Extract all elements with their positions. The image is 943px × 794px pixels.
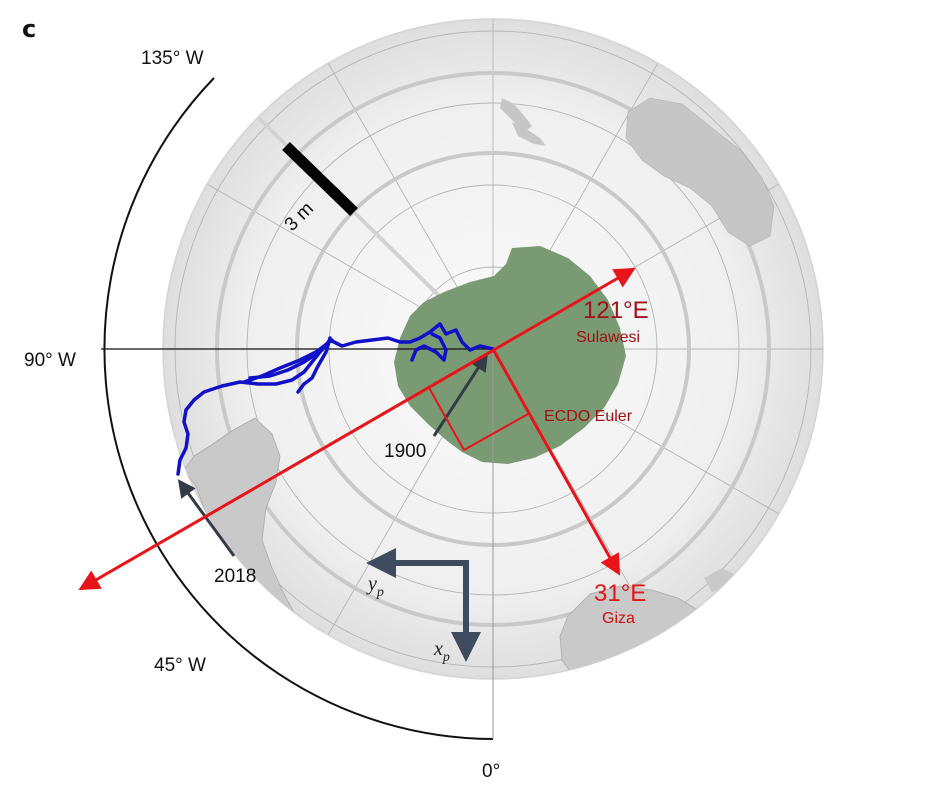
label-1900: 1900 <box>384 441 426 462</box>
longitude-label-90w: 90° W <box>24 350 76 371</box>
reference-axes <box>366 548 481 662</box>
axis-121e-place: Sulawesi <box>576 329 640 346</box>
panel-label: c <box>22 15 36 43</box>
right-angle-marker <box>427 385 529 452</box>
axis-121e-arrow <box>78 267 636 591</box>
axis-121e-title: 121°E <box>583 297 649 324</box>
y-axis-label: yp <box>366 573 384 600</box>
longitude-label-135w: 135° W <box>141 48 204 69</box>
axis-31e-arrow <box>491 348 621 576</box>
x-axis-subscript: p <box>442 650 450 665</box>
axis-31e-title: 31°E <box>594 580 646 607</box>
y-axis-symbol: y <box>366 573 377 595</box>
label-2018: 2018 <box>214 566 256 587</box>
new-zealand-island <box>500 98 532 132</box>
longitude-label-0: 0° <box>482 761 500 782</box>
x-axis-label: xp <box>433 638 450 665</box>
x-axis-symbol: x <box>433 638 443 660</box>
axis-31e-place: Giza <box>602 610 635 627</box>
australia-landmass <box>625 97 775 247</box>
ecdo-euler-label: ECDO Euler <box>544 408 633 425</box>
island-fragment <box>512 122 546 146</box>
longitude-label-45w: 45° W <box>154 655 206 676</box>
y-axis-subscript: p <box>376 585 384 600</box>
ecdo-axes <box>78 267 636 591</box>
